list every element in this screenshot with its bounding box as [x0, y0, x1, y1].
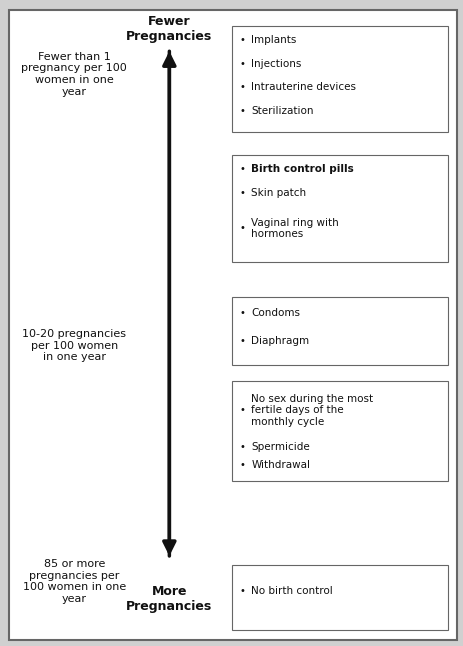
- Text: Condoms: Condoms: [251, 308, 300, 318]
- FancyBboxPatch shape: [232, 565, 447, 630]
- Text: •: •: [239, 188, 244, 198]
- Text: •: •: [239, 442, 244, 452]
- Text: •: •: [239, 335, 244, 346]
- Text: Injections: Injections: [251, 59, 301, 68]
- Text: •: •: [239, 83, 244, 92]
- Text: •: •: [239, 59, 244, 68]
- Text: More
Pregnancies: More Pregnancies: [126, 585, 212, 614]
- Text: •: •: [239, 308, 244, 318]
- Text: 85 or more
pregnancies per
100 women in one
year: 85 or more pregnancies per 100 women in …: [23, 559, 125, 604]
- Text: Intrauterine devices: Intrauterine devices: [251, 83, 356, 92]
- Text: Withdrawal: Withdrawal: [251, 460, 310, 470]
- Text: Sterilization: Sterilization: [251, 106, 313, 116]
- FancyBboxPatch shape: [9, 10, 456, 640]
- Text: No sex during the most
fertile days of the
monthly cycle: No sex during the most fertile days of t…: [251, 393, 373, 427]
- Text: •: •: [239, 224, 244, 233]
- Text: •: •: [239, 460, 244, 470]
- Text: Fewer than 1
pregnancy per 100
women in one
year: Fewer than 1 pregnancy per 100 women in …: [21, 52, 127, 97]
- Text: Skin patch: Skin patch: [251, 188, 306, 198]
- Text: Implants: Implants: [251, 35, 296, 45]
- Text: •: •: [239, 586, 244, 596]
- FancyBboxPatch shape: [232, 155, 447, 262]
- Text: •: •: [239, 106, 244, 116]
- Text: Diaphragm: Diaphragm: [251, 335, 309, 346]
- Text: Vaginal ring with
hormones: Vaginal ring with hormones: [251, 218, 338, 239]
- Text: Spermicide: Spermicide: [251, 442, 310, 452]
- Text: •: •: [239, 35, 244, 45]
- Text: 10-20 pregnancies
per 100 women
in one year: 10-20 pregnancies per 100 women in one y…: [22, 329, 126, 362]
- Text: No birth control: No birth control: [251, 586, 332, 596]
- Text: Fewer
Pregnancies: Fewer Pregnancies: [126, 15, 212, 43]
- FancyBboxPatch shape: [232, 26, 447, 132]
- Text: •: •: [239, 164, 244, 174]
- FancyBboxPatch shape: [232, 297, 447, 365]
- FancyBboxPatch shape: [232, 381, 447, 481]
- Text: Birth control pills: Birth control pills: [251, 164, 353, 174]
- Text: •: •: [239, 405, 244, 415]
